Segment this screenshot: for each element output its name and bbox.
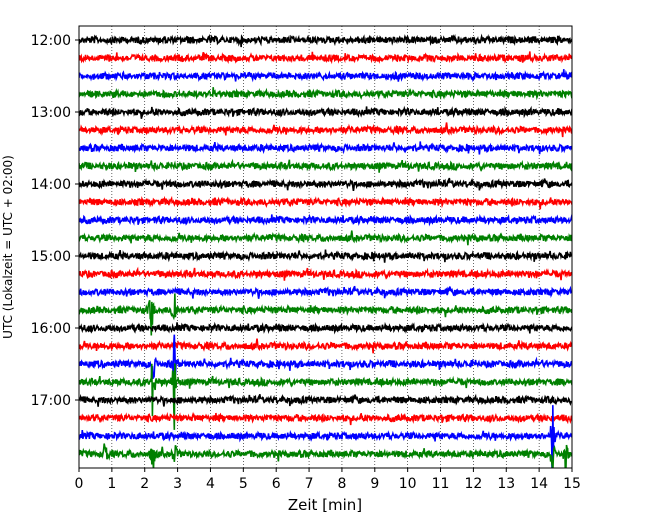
trace-1230: [79, 69, 572, 83]
y-axis-label: UTC (Lokalzeit = UTC + 02:00): [1, 155, 15, 339]
x-tick-label: 5: [239, 476, 248, 492]
x-tick-label: 14: [530, 476, 548, 492]
trace-1530: [79, 285, 572, 299]
plot-frame: [78, 25, 573, 469]
x-tick-label: 11: [432, 476, 450, 492]
x-tick-label: 4: [206, 476, 215, 492]
trace-1545: [79, 293, 572, 336]
y-tick-label: 14:00: [31, 177, 71, 193]
trace-1445: [79, 230, 572, 246]
trace-1315: [79, 122, 572, 138]
y-tick-label: 17:00: [31, 393, 71, 409]
x-tick-label: 0: [75, 476, 84, 492]
trace-1600: [79, 321, 572, 335]
trace-1400: [79, 177, 572, 192]
trace-1430: [79, 213, 572, 227]
x-tick-label: 10: [399, 476, 417, 492]
trace-1745: [79, 443, 572, 468]
trace-1245: [79, 87, 572, 101]
trace-1500: [79, 249, 572, 263]
trace-group: [79, 33, 572, 468]
y-tick-label: 13:00: [31, 105, 71, 121]
plot-background: [79, 26, 572, 468]
x-tick-label: 6: [272, 476, 281, 492]
x-tick-label: 7: [305, 476, 314, 492]
x-tick-label: 9: [370, 476, 379, 492]
x-tick-label: 3: [173, 476, 182, 492]
trace-1700: [79, 393, 572, 407]
trace-1415: [79, 195, 572, 210]
x-tick-label: 2: [140, 476, 149, 492]
trace-1515: [79, 266, 572, 281]
x-tick-label: 8: [337, 476, 346, 492]
x-tick-label: 13: [497, 476, 515, 492]
x-axis-ticks: 0 1 2 3 4 5 6 7 8 9 10 11 12 13 14 15: [75, 468, 581, 492]
trace-1300: [79, 105, 572, 119]
trace-1215: [79, 51, 572, 65]
trace-1330: [79, 141, 572, 155]
x-tick-label: 12: [464, 476, 482, 492]
x-tick-label: 1: [107, 476, 116, 492]
y-axis-ticks: 12:00 13:00 14:00 15:00 16:00 17:00: [31, 33, 79, 409]
y-tick-label: 16:00: [31, 321, 71, 337]
trace-1730: [79, 405, 572, 468]
x-axis-label: Zeit [min]: [288, 496, 362, 514]
trace-1645: [79, 363, 572, 430]
trace-1715: [79, 411, 572, 426]
x-tick-label: 15: [563, 476, 581, 492]
y-tick-label: 12:00: [31, 33, 71, 49]
trace-1615: [79, 338, 572, 354]
trace-1200: [79, 33, 572, 48]
trace-1345: [79, 158, 572, 173]
trace-1630: [79, 334, 572, 380]
y-tick-label: 15:00: [31, 249, 71, 265]
